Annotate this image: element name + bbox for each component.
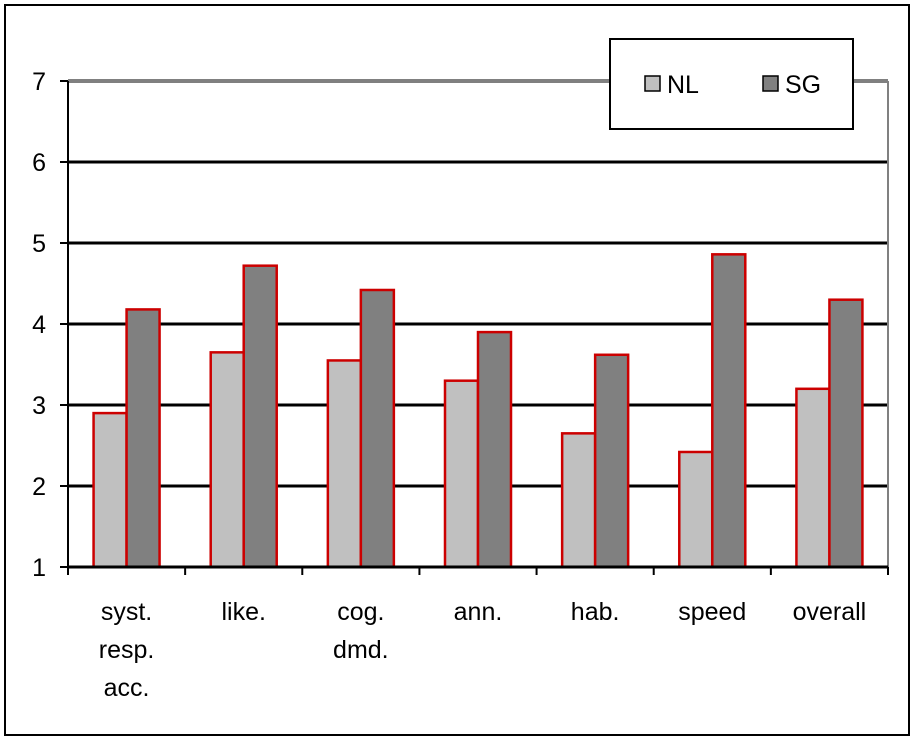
bars — [92, 253, 864, 569]
x-category-label: cog. — [337, 598, 384, 626]
bar-sg-3 — [476, 330, 513, 569]
bar-nl-4 — [560, 432, 597, 569]
y-tick-label: 6 — [32, 149, 46, 177]
legend-label-sg: SG — [785, 71, 821, 99]
legend-swatch-nl — [644, 75, 661, 92]
x-category-label: resp. — [99, 636, 155, 664]
x-category-label: acc. — [104, 674, 150, 702]
bar-nl-1 — [209, 351, 245, 569]
legend-swatch-sg — [762, 75, 779, 92]
x-category-labels: syst. resp. acc. like. cog. dmd. ann. hab. speed… — [99, 598, 866, 702]
legend: NL SG — [609, 38, 854, 130]
bar-sg-2 — [359, 288, 396, 569]
y-tick-label: 4 — [32, 311, 46, 339]
legend-label-nl: NL — [667, 71, 699, 99]
legend-box — [609, 38, 854, 130]
bar-nl-6 — [795, 387, 831, 569]
bar-nl-0 — [92, 411, 128, 569]
y-tick-label: 7 — [32, 68, 46, 96]
x-category-label: syst. — [101, 598, 152, 626]
bar-sg-4 — [593, 353, 630, 569]
y-tick-label: 1 — [32, 554, 46, 582]
bar-sg-1 — [242, 264, 278, 569]
bar-nl-3 — [443, 379, 480, 569]
y-tick-label: 3 — [32, 392, 46, 420]
bar-nl-2 — [326, 359, 363, 569]
y-tick-label: 2 — [32, 473, 46, 501]
x-category-label: hab. — [571, 598, 620, 626]
y-tick-labels: 1 2 3 4 5 6 7 — [32, 68, 46, 582]
bar-sg-5 — [711, 253, 747, 569]
y-tick-label: 5 — [32, 230, 46, 258]
bar-nl-5 — [678, 450, 714, 569]
bar-sg-0 — [125, 308, 161, 569]
x-category-label: speed — [678, 598, 746, 626]
x-category-label: like. — [221, 598, 265, 626]
x-category-label: dmd. — [333, 636, 389, 664]
bar-sg-6 — [828, 298, 864, 569]
x-category-label: ann. — [454, 598, 503, 626]
x-category-label: overall — [793, 598, 867, 626]
